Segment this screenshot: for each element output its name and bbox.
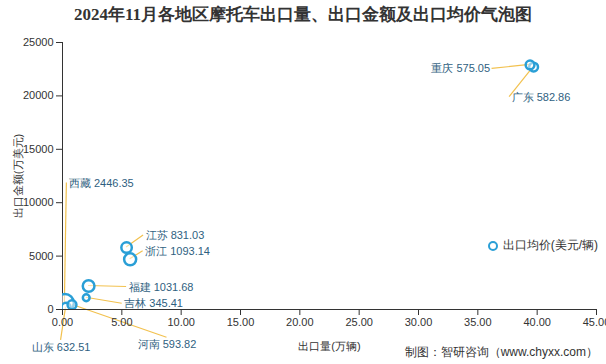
- svg-text:重庆 575.05: 重庆 575.05: [431, 62, 490, 74]
- svg-text:5.00: 5.00: [111, 316, 132, 328]
- svg-text:广东 582.86: 广东 582.86: [512, 91, 571, 103]
- svg-text:15000: 15000: [23, 143, 54, 155]
- svg-text:35.00: 35.00: [464, 316, 492, 328]
- html-text:出口均价(美元/辆): 出口均价(美元/辆): [502, 238, 598, 252]
- svg-text:10000: 10000: [23, 196, 54, 208]
- svg-text:吉林 345.41: 吉林 345.41: [124, 297, 183, 309]
- svg-text:0.00: 0.00: [52, 316, 73, 328]
- svg-text:25.00: 25.00: [345, 316, 373, 328]
- svg-text:浙江 1093.14: 浙江 1093.14: [145, 245, 210, 257]
- svg-text:40.00: 40.00: [523, 316, 551, 328]
- svg-text:20.00: 20.00: [286, 316, 314, 328]
- html-text:制图：智研咨询（www.chyxx.com）: 制图：智研咨询（www.chyxx.com）: [404, 345, 598, 359]
- svg-text:出口金额(万美元): 出口金额(万美元): [12, 134, 24, 218]
- svg-text:山东 632.51: 山东 632.51: [32, 341, 91, 353]
- svg-text:45.00: 45.00: [583, 316, 606, 328]
- svg-text:5000: 5000: [29, 250, 53, 262]
- svg-text:30.00: 30.00: [405, 316, 433, 328]
- svg-text:河南 593.82: 河南 593.82: [138, 338, 197, 350]
- svg-text:10.00: 10.00: [167, 316, 195, 328]
- svg-text:0: 0: [47, 303, 53, 315]
- svg-text:江苏 831.03: 江苏 831.03: [146, 229, 205, 241]
- html-text:2024年11月各地区摩托车出口量、出口金额及出口均价气泡图: 2024年11月各地区摩托车出口量、出口金额及出口均价气泡图: [74, 5, 532, 24]
- svg-text:福建 1031.68: 福建 1031.68: [129, 281, 194, 293]
- svg-text:15.00: 15.00: [227, 316, 255, 328]
- svg-text:西藏 2446.35: 西藏 2446.35: [69, 177, 134, 189]
- svg-text:25000: 25000: [23, 36, 54, 48]
- svg-text:出口量(万辆): 出口量(万辆): [298, 340, 360, 352]
- svg-text:20000: 20000: [23, 89, 54, 101]
